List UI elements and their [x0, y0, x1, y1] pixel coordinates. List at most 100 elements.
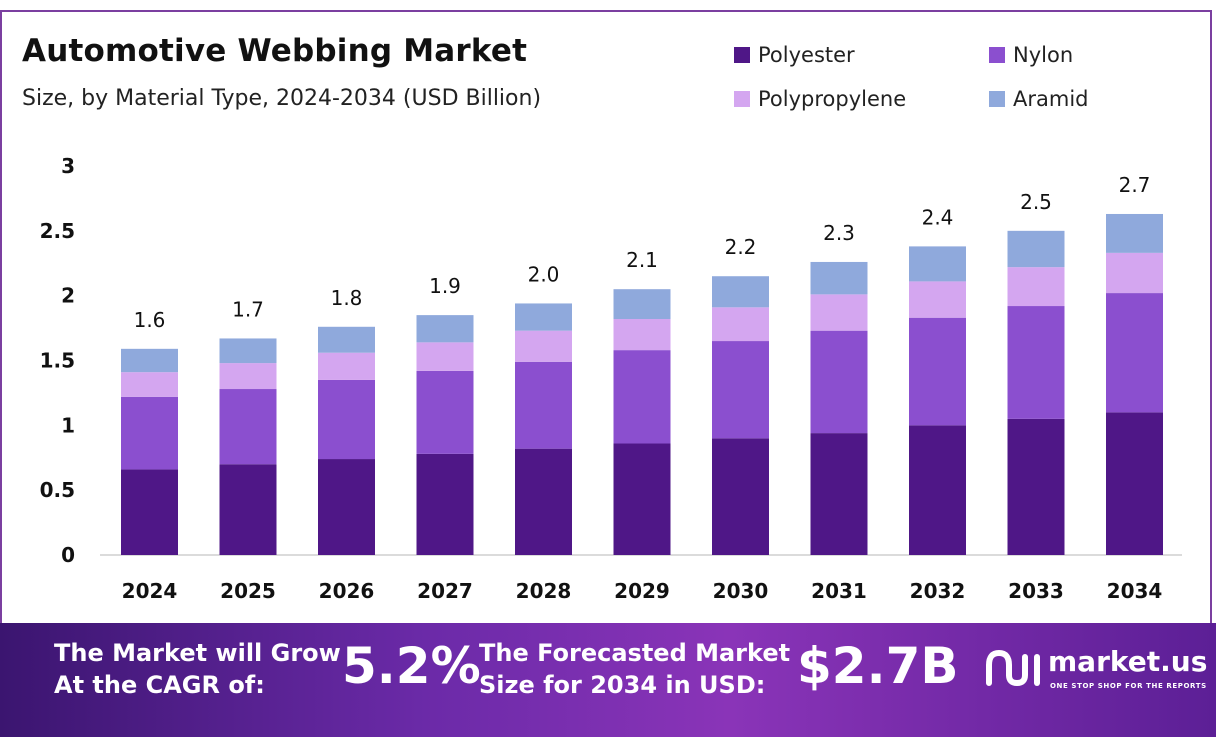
cagr-label-line2: At the CAGR of:: [54, 671, 265, 699]
bar-aramid-2034: [1106, 213, 1163, 253]
y-tick-label: 0: [61, 543, 75, 567]
market-us-logo-icon: [986, 649, 1040, 687]
bar-polyester-2029: [613, 443, 671, 555]
bar-aramid-2031: [810, 261, 868, 295]
legend-label: Polypropylene: [758, 87, 907, 111]
bar-aramid-2028: [515, 303, 572, 331]
total-label-2032: 2.4: [922, 205, 954, 229]
bar-polyester-2028: [515, 448, 572, 555]
bar-polypropylene-2034: [1106, 252, 1163, 294]
bar-polyester-2030: [712, 438, 769, 555]
legend-swatch-polyester: [734, 47, 750, 63]
x-tick-label-2028: 2028: [516, 579, 572, 603]
bar-polyester-2034: [1106, 412, 1163, 555]
bar-polypropylene-2031: [810, 294, 868, 331]
bar-polypropylene-2028: [515, 330, 572, 362]
bar-nylon-2029: [613, 350, 671, 444]
bar-polyester-2026: [318, 459, 375, 555]
bar-polypropylene-2025: [219, 363, 277, 390]
bar-aramid-2032: [909, 246, 966, 282]
total-label-2029: 2.1: [626, 248, 658, 272]
stacked-bar-chart: 0 0.5 1 1.5 2 2.5 3 1.6 2024 1.7 2025 1.8 2026 1.9 202…: [40, 154, 1182, 603]
bar-polypropylene-2030: [712, 307, 769, 342]
bar-polypropylene-2027: [416, 342, 474, 371]
total-label-2034: 2.7: [1119, 173, 1151, 197]
chart-title: Automotive Webbing Market: [22, 33, 528, 69]
forecast-label: The Forecasted Market Size for 2034 in U…: [479, 637, 790, 701]
x-tick-label-2032: 2032: [910, 579, 966, 603]
cagr-label: The Market will Grow At the CAGR of:: [54, 637, 341, 701]
forecast-value: $2.7B: [797, 637, 959, 695]
cagr-label-line1: The Market will Grow: [54, 639, 341, 667]
bar-polypropylene-2026: [318, 352, 375, 380]
bar-polyester-2027: [416, 453, 474, 555]
y-tick-label: 2.5: [40, 219, 75, 243]
y-tick-label: 2: [61, 284, 75, 308]
bar-aramid-2027: [416, 315, 474, 343]
legend-swatch-polypropylene: [734, 91, 750, 107]
bar-nylon-2024: [121, 396, 178, 470]
y-tick-label: 3: [61, 154, 75, 178]
bar-nylon-2032: [909, 317, 966, 426]
bar-aramid-2030: [712, 276, 769, 308]
total-label-2027: 1.9: [429, 274, 461, 298]
bar-aramid-2029: [613, 289, 671, 320]
y-tick-label: 1.5: [40, 349, 75, 373]
summary-banner: The Market will Grow At the CAGR of: 5.2…: [0, 623, 1216, 737]
legend-item-nylon: Nylon: [989, 43, 1073, 67]
chart-subtitle: Size, by Material Type, 2024-2034 (USD B…: [22, 86, 542, 111]
legend-swatch-aramid: [989, 91, 1005, 107]
bar-nylon-2027: [416, 370, 474, 454]
bar-polyester-2032: [909, 425, 966, 555]
bar-nylon-2034: [1106, 293, 1163, 413]
total-label-2024: 1.6: [134, 308, 166, 332]
bar-aramid-2033: [1007, 230, 1065, 268]
x-tick-label-2030: 2030: [713, 579, 769, 603]
bar-polyester-2033: [1007, 418, 1065, 555]
bar-aramid-2024: [121, 348, 178, 373]
x-tick-label-2034: 2034: [1107, 579, 1163, 603]
total-label-2031: 2.3: [823, 221, 855, 245]
logo-name: market.us: [1048, 645, 1208, 678]
legend-label: Nylon: [1013, 43, 1074, 67]
cagr-value: 5.2%: [342, 637, 481, 695]
legend-swatch-nylon: [989, 47, 1005, 63]
bar-nylon-2031: [810, 330, 868, 434]
bar-nylon-2026: [318, 379, 375, 460]
x-tick-label-2026: 2026: [319, 579, 375, 603]
legend-item-aramid: Aramid: [989, 87, 1089, 111]
bar-polypropylene-2024: [121, 372, 178, 397]
x-tick-label-2025: 2025: [220, 579, 276, 603]
bar-nylon-2030: [712, 341, 769, 439]
y-tick-label: 0.5: [40, 478, 75, 502]
forecast-label-line2: Size for 2034 in USD:: [479, 671, 766, 699]
total-label-2028: 2.0: [528, 262, 560, 286]
x-tick-label-2029: 2029: [614, 579, 670, 603]
bar-polypropylene-2032: [909, 281, 966, 318]
total-label-2033: 2.5: [1020, 190, 1052, 214]
legend-item-polyester: Polyester: [734, 43, 855, 67]
x-tick-label-2024: 2024: [122, 579, 178, 603]
bar-polyester-2025: [219, 464, 277, 555]
total-label-2025: 1.7: [232, 297, 264, 321]
bar-nylon-2025: [219, 389, 277, 465]
x-tick-label-2027: 2027: [417, 579, 473, 603]
forecast-label-line1: The Forecasted Market: [479, 639, 791, 667]
legend-label: Polyester: [758, 43, 855, 67]
bar-aramid-2025: [219, 338, 277, 364]
legend-label: Aramid: [1013, 87, 1089, 111]
bar-aramid-2026: [318, 326, 375, 353]
bar-polypropylene-2029: [613, 319, 671, 351]
logo-tagline: ONE STOP SHOP FOR THE REPORTS: [1050, 682, 1207, 690]
bar-polyester-2024: [121, 469, 178, 555]
total-label-2030: 2.2: [725, 235, 757, 259]
legend-item-polypropylene: Polypropylene: [734, 87, 906, 111]
total-label-2026: 1.8: [331, 286, 363, 310]
bar-nylon-2028: [515, 361, 572, 449]
bar-nylon-2033: [1007, 306, 1065, 419]
x-tick-label-2033: 2033: [1008, 579, 1064, 603]
x-tick-label-2031: 2031: [811, 579, 867, 603]
y-tick-label: 1: [61, 413, 75, 437]
bar-polyester-2031: [810, 433, 868, 555]
bar-polypropylene-2033: [1007, 267, 1065, 307]
